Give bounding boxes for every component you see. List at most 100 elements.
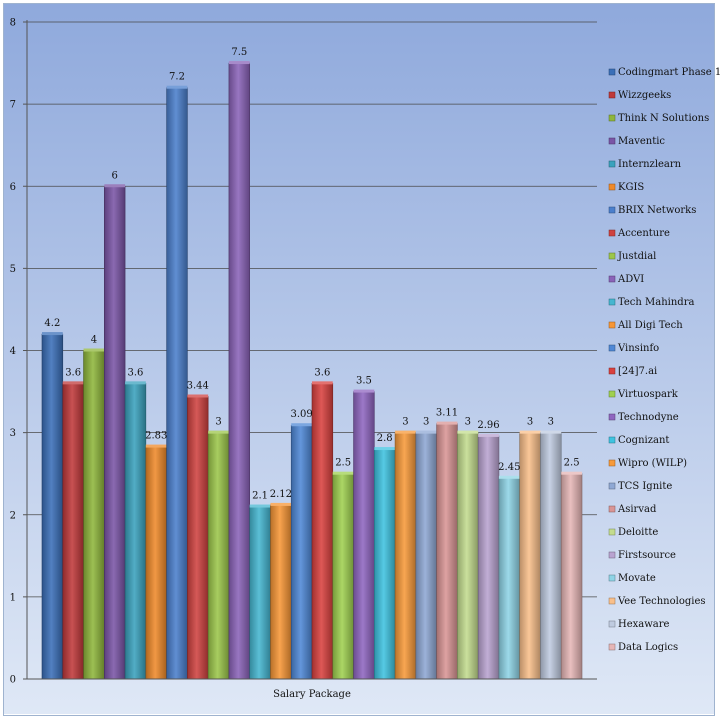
legend-swatch-22 xyxy=(608,551,616,559)
bar-cap-18 xyxy=(395,430,416,434)
data-label-26: 2.5 xyxy=(564,458,580,469)
legend-label-9: Justdial xyxy=(617,251,656,262)
bar-cap-15 xyxy=(332,471,354,475)
bar-25 xyxy=(540,432,562,680)
data-label-19: 3 xyxy=(423,417,429,428)
legend-label-5: Internzlearn xyxy=(618,159,682,170)
legend-label-10: ADVI xyxy=(617,274,644,285)
legend-swatch-17 xyxy=(608,436,616,444)
legend-swatch-15 xyxy=(608,390,616,398)
bar-26 xyxy=(560,473,583,680)
legend-swatch-21 xyxy=(608,528,616,536)
legend-swatch-19 xyxy=(608,482,616,490)
legend-swatch-18 xyxy=(608,459,616,467)
legend-label-4: Maventic xyxy=(618,136,665,147)
legend-swatch-2 xyxy=(608,91,616,99)
data-label-25: 3 xyxy=(548,417,554,428)
bar-17 xyxy=(374,448,396,680)
bar-21 xyxy=(457,432,479,680)
legend-label-8: Accenture xyxy=(617,228,670,239)
legend-label-11: Tech Mahindra xyxy=(618,297,694,308)
bar-23 xyxy=(498,477,520,680)
legend-swatch-4 xyxy=(608,137,616,145)
legend-label-25: Hexaware xyxy=(618,619,670,630)
y-tick-label: 5 xyxy=(10,264,16,275)
y-tick-label: 7 xyxy=(10,100,16,111)
legend-swatch-6 xyxy=(608,183,616,191)
bar-cap-14 xyxy=(312,381,333,385)
bar-cap-8 xyxy=(187,394,209,398)
data-label-17: 2.8 xyxy=(377,433,393,444)
legend-label-24: Vee Technologies xyxy=(617,596,706,607)
legend-label-17: Cognizant xyxy=(618,435,669,446)
bar-cap-2 xyxy=(62,381,84,385)
legend: Codingmart Phase 1 Wizzgeeks Think N Solut… xyxy=(608,67,720,653)
data-label-23: 2.45 xyxy=(498,462,520,473)
data-label-8: 3.44 xyxy=(187,380,209,391)
bar-cap-19 xyxy=(415,430,437,434)
data-label-16: 3.5 xyxy=(356,376,372,387)
bar-cap-25 xyxy=(540,430,562,434)
legend-swatch-16 xyxy=(608,413,616,421)
y-tick-label: 1 xyxy=(10,592,16,603)
bar-13 xyxy=(290,424,313,680)
legend-swatch-14 xyxy=(608,367,616,375)
data-label-5: 3.6 xyxy=(128,367,144,378)
bar-18 xyxy=(394,432,417,680)
legend-label-19: TCS Ignite xyxy=(618,481,672,492)
bar-15 xyxy=(332,473,354,680)
y-axis-ticks: 0 1 2 3 4 5 6 7 8 xyxy=(10,18,27,686)
legend-label-20: Asirvad xyxy=(617,504,657,515)
legend-label-1: Codingmart Phase 1 xyxy=(618,67,720,78)
legend-swatch-11 xyxy=(608,298,616,306)
bar-cap-5 xyxy=(125,381,146,385)
data-label-7: 7.2 xyxy=(169,72,185,83)
bar-10 xyxy=(228,62,250,680)
legend-swatch-13 xyxy=(608,344,616,352)
bar-cap-11 xyxy=(249,504,271,508)
bar-cap-7 xyxy=(166,85,188,89)
data-label-2: 3.6 xyxy=(65,367,81,378)
legend-swatch-1 xyxy=(608,68,616,76)
legend-swatch-5 xyxy=(608,160,616,168)
bar-cap-1 xyxy=(42,332,63,336)
bar-cap-12 xyxy=(270,502,292,506)
data-label-9: 3 xyxy=(215,417,221,428)
bar-20 xyxy=(436,423,458,680)
data-label-13: 3.09 xyxy=(290,409,312,420)
bar-11 xyxy=(249,506,271,680)
legend-label-6: KGIS xyxy=(618,182,644,193)
legend-swatch-10 xyxy=(608,275,616,283)
legend-swatch-25 xyxy=(608,620,616,628)
legend-label-2: Wizzgeeks xyxy=(618,90,671,101)
legend-label-14: [24]7.ai xyxy=(618,366,657,377)
bar-4 xyxy=(104,185,126,680)
bar-19 xyxy=(415,432,437,680)
data-label-12: 2.12 xyxy=(270,489,292,500)
legend-swatch-8 xyxy=(608,229,616,237)
bar-22 xyxy=(477,435,500,680)
y-tick-label: 2 xyxy=(10,510,16,521)
x-axis-category-label: Salary Package xyxy=(273,689,351,700)
bars xyxy=(41,61,583,680)
bar-cap-10 xyxy=(228,61,250,65)
bar-cap-20 xyxy=(436,421,458,425)
legend-swatch-3 xyxy=(608,114,616,122)
bar-cap-9 xyxy=(208,430,229,434)
data-label-11: 2.1 xyxy=(252,491,268,502)
legend-swatch-24 xyxy=(608,597,616,605)
bar-cap-3 xyxy=(83,348,105,352)
data-label-1: 4.2 xyxy=(44,318,60,329)
legend-swatch-12 xyxy=(608,321,616,329)
data-label-21: 3 xyxy=(465,417,471,428)
legend-label-22: Firstsource xyxy=(618,550,676,561)
data-label-20: 3.11 xyxy=(436,408,458,419)
bar-8 xyxy=(187,396,209,680)
bar-cap-24 xyxy=(519,430,541,434)
bar-cap-13 xyxy=(291,423,312,427)
bar-cap-6 xyxy=(145,444,167,448)
bar-cap-21 xyxy=(457,430,479,434)
data-label-6: 2.83 xyxy=(145,431,167,442)
